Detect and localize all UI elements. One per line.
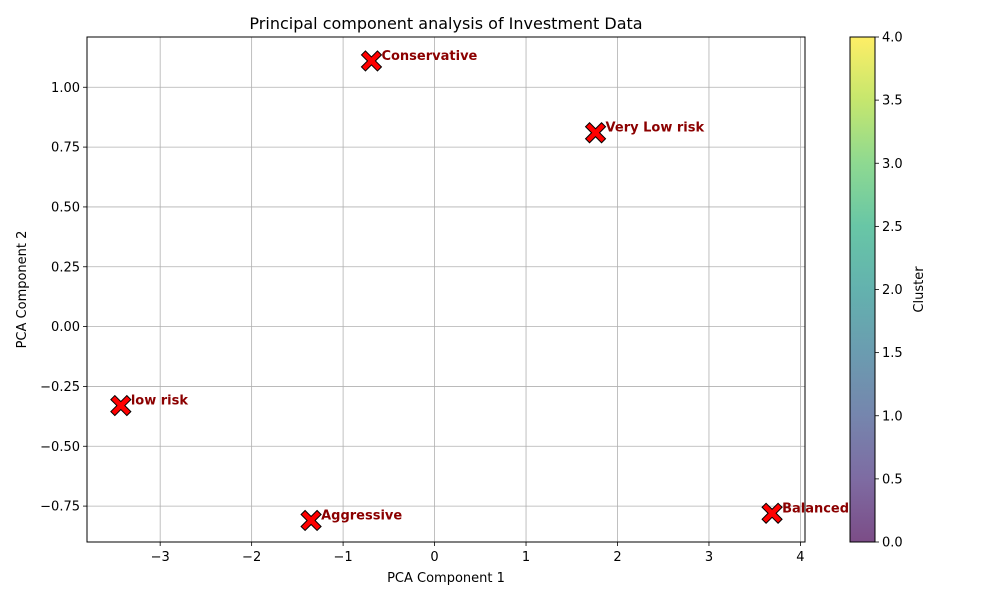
colorbar-tick-label: 0.5 [882, 472, 903, 487]
x-tick-label: 3 [705, 550, 713, 565]
data-point-marker [761, 502, 783, 524]
y-tick-label: 0.50 [51, 200, 80, 215]
data-point-marker [584, 122, 607, 144]
colorbar-tick-label: 3.0 [882, 157, 903, 172]
y-tick-label: −0.75 [40, 500, 80, 515]
x-axis-label: PCA Component 1 [387, 571, 505, 586]
plot-frame [86, 36, 806, 543]
grid-lines [87, 37, 805, 542]
x-tick-label: 4 [796, 550, 804, 565]
y-tick-label: 0.75 [51, 141, 80, 156]
data-point-label: low risk [131, 394, 189, 409]
x-tick-label: −3 [151, 550, 170, 565]
colorbar-label: Cluster [912, 266, 927, 313]
colorbar-tick-label: 1.5 [882, 346, 903, 361]
data-point-label: Balanced [782, 501, 849, 516]
x-tick-label: −1 [334, 550, 353, 565]
data-point-marker [360, 50, 383, 72]
colorbar-tick-label: 4.0 [882, 31, 903, 46]
y-tick-label: 0.00 [51, 320, 80, 335]
y-axis-ticks: −0.75 −0.50 −0.25 0.00 0.25 0.50 0.75 1.00 [40, 81, 87, 515]
data-point-label: Aggressive [321, 508, 402, 523]
colorbar-ticks: 0.0 0.5 1.0 1.5 2.0 2.5 3.0 3.5 4.0 [875, 31, 903, 551]
colorbar: 0.0 0.5 1.0 1.5 2.0 2.5 3.0 3.5 4.0 Cluster [849, 31, 927, 551]
colorbar-tick-label: 0.0 [882, 536, 903, 551]
colorbar-tick-label: 1.0 [882, 409, 903, 424]
y-tick-label: 0.25 [51, 260, 80, 275]
colorbar-tick-label: 3.5 [882, 94, 903, 109]
data-point-label: Conservative [381, 49, 477, 64]
data-point-marker [110, 394, 132, 417]
y-tick-label: 1.00 [51, 81, 80, 96]
x-tick-label: 0 [430, 550, 438, 565]
colorbar-tick-label: 2.5 [882, 220, 903, 235]
x-tick-label: −2 [242, 550, 261, 565]
colorbar-gradient [850, 37, 875, 542]
x-tick-label: 1 [522, 550, 530, 565]
y-axis-label: PCA Component 2 [15, 231, 30, 349]
x-tick-label: 2 [613, 550, 621, 565]
data-point-label: Very Low risk [606, 121, 705, 136]
y-tick-label: −0.50 [40, 440, 80, 455]
colorbar-tick-label: 2.0 [882, 283, 903, 298]
chart-title: Principal component analysis of Investme… [249, 14, 642, 33]
x-axis-ticks: −3 −2 −1 0 1 2 3 4 [151, 542, 805, 565]
data-point-marker [300, 509, 322, 532]
data-points: Conservative Very Low risk low risk Aggress… [110, 49, 849, 532]
y-tick-label: −0.25 [40, 380, 80, 395]
